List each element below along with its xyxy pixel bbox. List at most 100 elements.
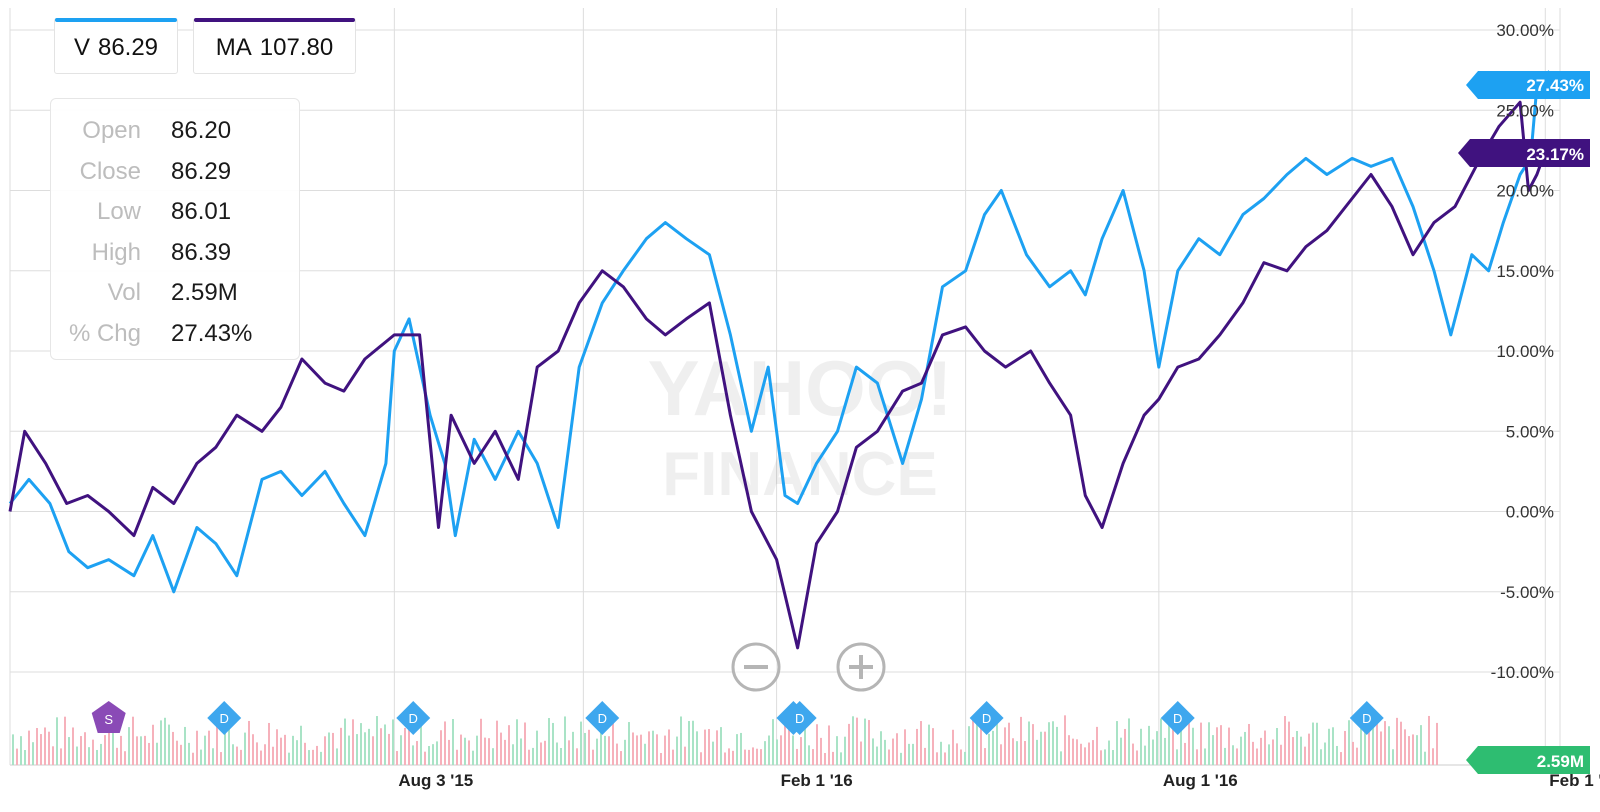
y-tick-label: 25.00% xyxy=(1496,101,1554,120)
volume-bar xyxy=(712,741,714,765)
volume-bar xyxy=(408,727,410,765)
volume-bar xyxy=(1184,742,1186,765)
volume-bar xyxy=(404,727,406,765)
volume-bar xyxy=(968,726,970,765)
volume-bar xyxy=(1416,735,1418,765)
event-markers[interactable]: SDDDDDDDD xyxy=(91,701,1384,735)
volume-bar xyxy=(884,739,886,765)
volume-bar xyxy=(444,721,446,765)
v-percent-badge-text: 27.43% xyxy=(1526,76,1584,95)
volume-bar xyxy=(904,729,906,765)
volume-bar xyxy=(668,729,670,765)
volume-bar xyxy=(1220,725,1222,765)
volume-bar xyxy=(1040,731,1042,765)
volume-bar xyxy=(492,748,494,765)
volume-bar xyxy=(572,731,574,765)
legend-value-v: 86.29 xyxy=(97,34,159,61)
volume-bar xyxy=(1044,731,1046,765)
volume-bar xyxy=(564,716,566,765)
volume-bar xyxy=(1372,720,1374,765)
volume-bar xyxy=(296,740,298,765)
volume-bar xyxy=(52,746,54,765)
dividend-marker xyxy=(1160,701,1195,735)
volume-bar xyxy=(1320,749,1322,765)
volume-bar xyxy=(252,734,254,765)
volume-bar xyxy=(396,751,398,765)
ohlc-value-low: 86.01 xyxy=(171,198,232,226)
y-tick-label: 10.00% xyxy=(1496,342,1554,361)
volume-bar xyxy=(580,721,582,765)
volume-bar xyxy=(228,727,230,765)
volume-bar xyxy=(536,730,538,765)
volume-bar xyxy=(352,719,354,765)
zoom-out-button[interactable] xyxy=(731,642,781,692)
volume-bar xyxy=(212,748,214,765)
volume-bar xyxy=(392,719,394,765)
volume-bar xyxy=(260,750,262,765)
volume-bar xyxy=(716,730,718,765)
volume-bar xyxy=(304,742,306,765)
volume-bar xyxy=(368,728,370,765)
volume-bar xyxy=(984,748,986,765)
x-tick-label: Aug 1 '16 xyxy=(1163,771,1238,790)
volume-bar xyxy=(800,737,802,765)
volume-bar xyxy=(380,728,382,765)
volume-bar xyxy=(808,745,810,765)
volume-bar xyxy=(892,738,894,765)
volume-bar xyxy=(568,740,570,765)
legend-value-ma: 107.80 xyxy=(259,34,334,61)
volume-bar xyxy=(1300,736,1302,765)
volume-bar xyxy=(1168,725,1170,765)
volume-bar xyxy=(1204,748,1206,765)
dividend-marker-letter: D xyxy=(982,711,991,726)
volume-bar xyxy=(1396,717,1398,765)
volume-bar xyxy=(1292,737,1294,765)
volume-bar xyxy=(584,732,586,765)
volume-bar xyxy=(696,731,698,765)
volume-bar xyxy=(188,742,190,765)
volume-bar xyxy=(700,752,702,765)
volume-bar xyxy=(1400,721,1402,765)
volume-bar xyxy=(776,739,778,765)
legend-item-v[interactable]: V 86.29 xyxy=(54,18,178,74)
legend-item-ma[interactable]: MA 107.80 xyxy=(193,18,356,74)
volume-bar xyxy=(1332,727,1334,765)
volume-bar xyxy=(608,736,610,765)
volume-bar xyxy=(96,749,98,765)
volume-bar xyxy=(1012,738,1014,765)
volume-bar xyxy=(360,723,362,765)
volume-bar xyxy=(1104,749,1106,765)
volume-bar xyxy=(48,731,50,765)
volume-bar xyxy=(460,734,462,765)
volume-bar xyxy=(824,752,826,765)
volume-bar xyxy=(500,732,502,765)
volume-bar xyxy=(1052,721,1054,765)
legend-ticker-v: V xyxy=(73,34,90,61)
volume-bar xyxy=(176,740,178,765)
volume-bar xyxy=(1008,722,1010,765)
volume-bar xyxy=(452,719,454,765)
volume-bar xyxy=(108,730,110,765)
volume-bar xyxy=(20,736,22,765)
volume-bar xyxy=(640,734,642,765)
volume-bar xyxy=(1144,745,1146,765)
volume-bar xyxy=(200,749,202,765)
ohlc-key-high: High xyxy=(91,238,141,266)
volume-bar xyxy=(472,750,474,765)
volume-bar xyxy=(72,727,74,765)
volume-bar xyxy=(420,716,422,765)
volume-bar xyxy=(92,739,94,765)
volume-bar xyxy=(1068,735,1070,765)
volume-bar xyxy=(264,744,266,765)
volume-bar xyxy=(284,734,286,765)
volume-bar xyxy=(1156,731,1158,765)
ma-percent-badge: 23.17% xyxy=(1458,139,1590,167)
volume-bar xyxy=(684,746,686,765)
dividend-marker-letter: D xyxy=(220,711,229,726)
zoom-out-icon xyxy=(731,642,781,692)
volume-bar xyxy=(1036,739,1038,765)
dividend-marker xyxy=(782,701,817,735)
volume-bar xyxy=(788,729,790,765)
volume-bar xyxy=(196,730,198,765)
zoom-in-button[interactable] xyxy=(836,642,886,692)
